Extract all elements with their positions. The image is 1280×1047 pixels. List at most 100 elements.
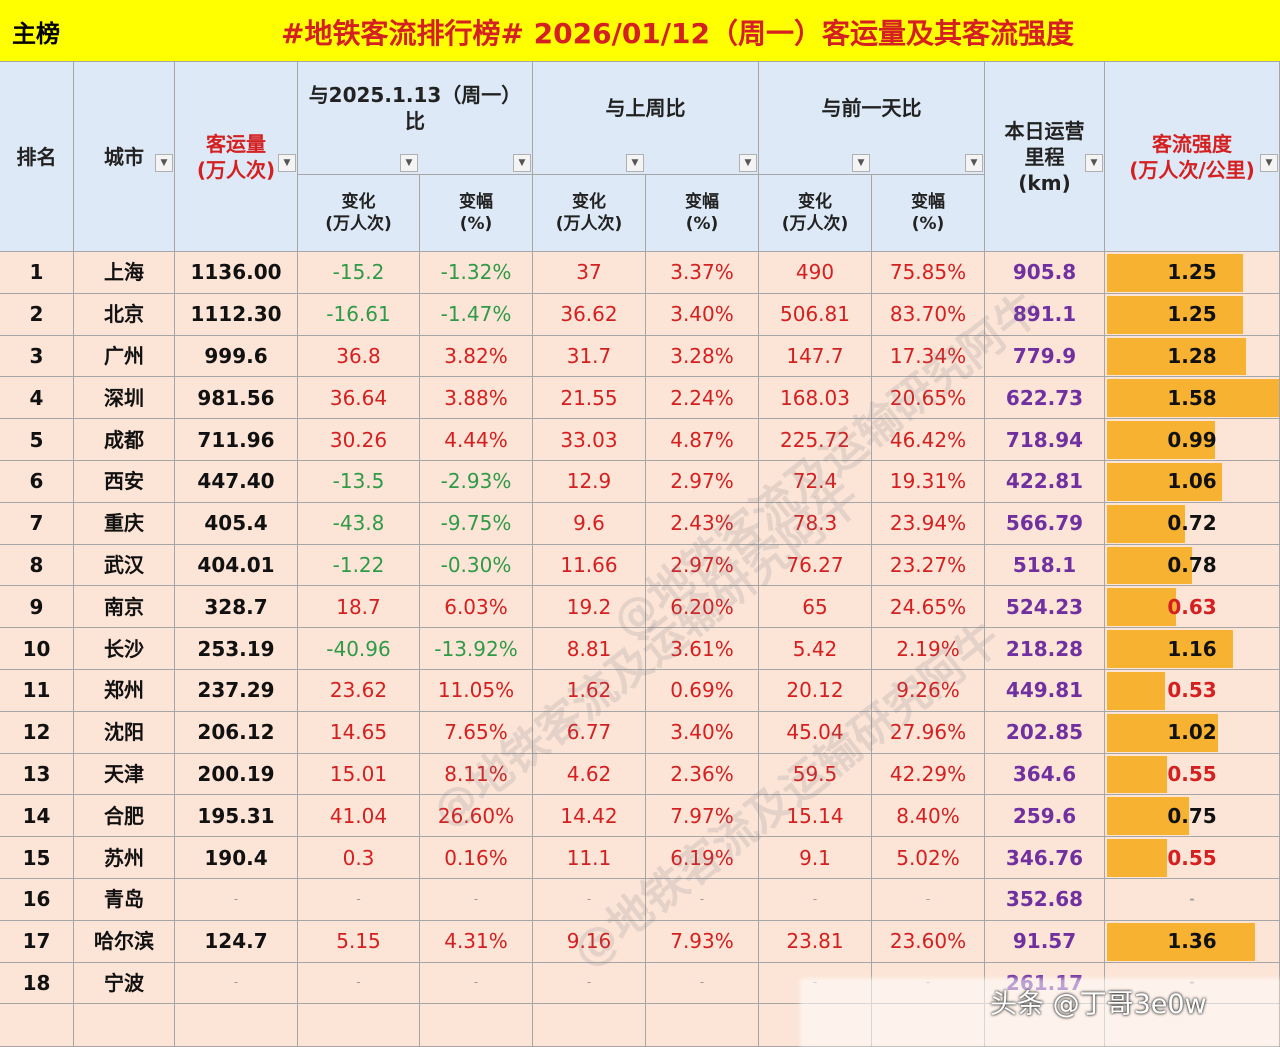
cell: - bbox=[175, 879, 298, 921]
header-sub: 变幅 (%) bbox=[872, 175, 985, 252]
cell: 21.55 bbox=[533, 377, 646, 420]
filter-button[interactable]: ▼ bbox=[965, 154, 983, 172]
header-cell: 排名 bbox=[0, 62, 74, 252]
cell: 1112.30 bbox=[175, 293, 298, 336]
cell: 999.6 bbox=[175, 335, 298, 378]
cell: 364.6 bbox=[985, 753, 1105, 796]
cell: 0.72 bbox=[1105, 502, 1280, 545]
watermark: 头条 @丁哥3e0w bbox=[990, 989, 1207, 1020]
cell: 65 bbox=[759, 586, 872, 629]
header-group: 与上周比 bbox=[533, 62, 759, 175]
cell: 524.23 bbox=[985, 586, 1105, 629]
cell: 490 bbox=[759, 252, 872, 294]
filter-button[interactable]: ▼ bbox=[1085, 154, 1103, 172]
header-sub: 变化 (万人次) bbox=[533, 175, 646, 252]
cell: 1.36 bbox=[1105, 920, 1280, 963]
cell: 447.40 bbox=[175, 461, 298, 503]
cell: 0.55 bbox=[1105, 753, 1280, 796]
filter-button[interactable]: ▼ bbox=[1260, 154, 1278, 172]
cell: 42.29% bbox=[872, 753, 985, 796]
intensity-bar bbox=[1107, 504, 1186, 543]
cell: 449.81 bbox=[985, 670, 1105, 712]
filter-button[interactable]: ▼ bbox=[278, 154, 296, 172]
cell: 0.63 bbox=[1105, 586, 1280, 629]
cell: 31.7 bbox=[533, 335, 646, 378]
intensity-bar bbox=[1107, 254, 1244, 292]
cell: 0.55 bbox=[1105, 837, 1280, 879]
cell: 5.42 bbox=[759, 628, 872, 670]
cell: 711.96 bbox=[175, 419, 298, 461]
cell: 9.16 bbox=[533, 920, 646, 963]
cell: - bbox=[298, 879, 420, 921]
cell: 6.20% bbox=[646, 586, 759, 629]
cell: 3.37% bbox=[646, 252, 759, 294]
filter-button[interactable]: ▼ bbox=[739, 154, 757, 172]
cell: 15.14 bbox=[759, 795, 872, 838]
filter-button[interactable]: ▼ bbox=[852, 154, 870, 172]
cell: 哈尔滨 bbox=[74, 920, 175, 963]
cell: 8 bbox=[0, 544, 74, 587]
cell: 905.8 bbox=[985, 252, 1105, 294]
title: #地铁客流排行榜# 2026/01/12（周一）客运量及其客流强度 bbox=[281, 17, 1074, 50]
intensity-bar bbox=[1107, 713, 1219, 752]
cell: 124.7 bbox=[175, 920, 298, 963]
filter-button[interactable]: ▼ bbox=[400, 154, 418, 172]
cell: 891.1 bbox=[985, 293, 1105, 336]
cell: - bbox=[872, 879, 985, 921]
cell: - bbox=[420, 879, 533, 921]
cell: 36.64 bbox=[298, 377, 420, 420]
cell: 4 bbox=[0, 377, 74, 420]
filter-button[interactable]: ▼ bbox=[626, 154, 644, 172]
cell: 1.02 bbox=[1105, 711, 1280, 754]
cell: -13.92% bbox=[420, 628, 533, 670]
cell: 6.77 bbox=[533, 711, 646, 754]
cell: 237.29 bbox=[175, 670, 298, 712]
cell: 3.88% bbox=[420, 377, 533, 420]
cell: 3 bbox=[0, 335, 74, 378]
cell: 83.70% bbox=[872, 293, 985, 336]
cell: 218.28 bbox=[985, 628, 1105, 670]
cell: 2.36% bbox=[646, 753, 759, 796]
cell: 566.79 bbox=[985, 502, 1105, 545]
cell: -1.22 bbox=[298, 544, 420, 587]
empty-cell bbox=[420, 1004, 533, 1047]
cell: 24.65% bbox=[872, 586, 985, 629]
header-sub: 变幅 (%) bbox=[420, 175, 533, 252]
cell: 5.02% bbox=[872, 837, 985, 879]
cell: 76.27 bbox=[759, 544, 872, 587]
intensity-bar bbox=[1107, 463, 1223, 501]
cell: 重庆 bbox=[74, 502, 175, 545]
cell: 1136.00 bbox=[175, 252, 298, 294]
cell: 518.1 bbox=[985, 544, 1105, 587]
cell: 718.94 bbox=[985, 419, 1105, 461]
intensity-bar bbox=[1107, 337, 1247, 376]
cell: 19.2 bbox=[533, 586, 646, 629]
cell: 11 bbox=[0, 670, 74, 712]
cell: 75.85% bbox=[872, 252, 985, 294]
cell: 37 bbox=[533, 252, 646, 294]
cell: 17 bbox=[0, 920, 74, 963]
cell: 北京 bbox=[74, 293, 175, 336]
cell: 5 bbox=[0, 419, 74, 461]
cell: 郑州 bbox=[74, 670, 175, 712]
cell: 1.58 bbox=[1105, 377, 1280, 420]
cell: 天津 bbox=[74, 753, 175, 796]
intensity-bar bbox=[1107, 672, 1165, 710]
cell: 11.05% bbox=[420, 670, 533, 712]
cell: 190.4 bbox=[175, 837, 298, 879]
cell: 253.19 bbox=[175, 628, 298, 670]
intensity-bar bbox=[1107, 546, 1192, 585]
cell: 23.94% bbox=[872, 502, 985, 545]
cell: 30.26 bbox=[298, 419, 420, 461]
cell: 36.62 bbox=[533, 293, 646, 336]
cell: 7.93% bbox=[646, 920, 759, 963]
tab-label: 主榜 bbox=[12, 20, 60, 48]
cell: 18.7 bbox=[298, 586, 420, 629]
filter-button[interactable]: ▼ bbox=[155, 154, 173, 172]
cell: 195.31 bbox=[175, 795, 298, 838]
cell: 14.65 bbox=[298, 711, 420, 754]
cell: -1.32% bbox=[420, 252, 533, 294]
cell: 404.01 bbox=[175, 544, 298, 587]
filter-button[interactable]: ▼ bbox=[513, 154, 531, 172]
cell: 23.27% bbox=[872, 544, 985, 587]
